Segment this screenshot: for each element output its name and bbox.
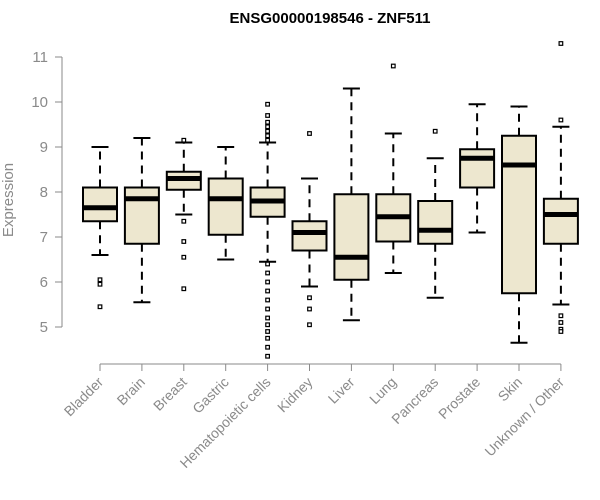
box-skin	[501, 105, 537, 344]
x-tick-label: Bladder	[61, 374, 107, 420]
box-kidney	[291, 131, 328, 328]
outlier-point	[265, 279, 270, 285]
outlier-point	[265, 261, 270, 267]
outlier-point	[390, 63, 396, 69]
outlier-point	[307, 131, 312, 136]
outlier-point	[558, 41, 564, 46]
outlier-point	[558, 313, 564, 319]
outlier-point	[97, 281, 103, 287]
x-tick-label: Kidney	[274, 374, 316, 416]
y-axis-label: Expression	[0, 163, 17, 237]
boxes-group	[82, 41, 579, 359]
outlier-point	[265, 119, 270, 125]
box-breast	[165, 137, 202, 292]
x-tick-label: Prostate	[435, 374, 483, 422]
outlier-point	[265, 113, 270, 118]
outlier-point	[265, 124, 270, 130]
outlier-point	[265, 297, 270, 303]
box-iqr	[123, 186, 160, 245]
x-tick-label: Lung	[366, 374, 399, 407]
outlier-point	[181, 239, 187, 244]
x-tick-label: Pancreas	[388, 374, 441, 427]
outlier-point	[558, 117, 564, 123]
y-tick-label: 8	[40, 184, 48, 201]
outlier-point	[265, 270, 270, 276]
outlier-point	[265, 306, 270, 312]
box-hematopoietic-cells	[249, 101, 286, 359]
y-tick-label: 11	[32, 49, 48, 66]
y-tick-label: 7	[40, 229, 48, 246]
outlier-point	[432, 128, 438, 134]
box-unknown-other	[542, 41, 579, 334]
box-brain	[123, 137, 160, 304]
outlier-point	[265, 137, 270, 143]
outlier-point	[265, 128, 270, 134]
outlier-point	[265, 288, 270, 294]
x-tick-label: Unknown / Other	[481, 374, 567, 460]
outlier-point	[181, 286, 187, 292]
box-bladder	[82, 146, 118, 310]
outlier-point	[265, 133, 270, 139]
outlier-point	[265, 353, 270, 359]
outlier-point	[558, 329, 564, 334]
outlier-point	[97, 277, 103, 283]
outlier-point	[97, 304, 103, 310]
outlier-point	[265, 101, 270, 107]
box-lung	[375, 63, 412, 274]
box-iqr	[291, 220, 328, 252]
y-tick-label: 9	[40, 139, 48, 156]
outlier-point	[181, 218, 187, 224]
outlier-point	[181, 137, 187, 143]
box-iqr	[82, 186, 118, 223]
chart-title: ENSG00000198546 - ZNF511	[230, 10, 431, 27]
box-iqr	[542, 197, 579, 245]
y-tick-label: 10	[31, 94, 48, 111]
outlier-point	[265, 335, 270, 341]
outlier-point	[265, 344, 270, 350]
box-prostate	[459, 103, 496, 234]
outlier-point	[265, 315, 270, 321]
box-iqr	[207, 177, 244, 236]
x-tick-label: Skin	[495, 374, 526, 405]
y-axis: 5 6 7 8 9 10 11	[31, 49, 63, 336]
box-iqr	[501, 134, 537, 295]
box-iqr	[459, 148, 496, 189]
y-tick-label: 6	[40, 274, 48, 291]
y-tick-label: 5	[40, 319, 48, 336]
box-gastric	[207, 146, 244, 261]
outlier-point	[265, 329, 270, 334]
outlier-point	[307, 295, 312, 301]
x-tick-label: Breast	[150, 374, 190, 414]
x-tick-label: Brain	[114, 374, 148, 408]
x-tick-label: Liver	[325, 374, 358, 407]
outlier-point	[558, 320, 564, 325]
outlier-point	[265, 322, 270, 328]
box-iqr	[333, 193, 370, 281]
box-iqr	[417, 200, 454, 245]
box-liver	[333, 87, 370, 322]
box-pancreas	[417, 128, 454, 299]
outlier-point	[181, 254, 187, 260]
outlier-point	[307, 322, 312, 328]
outlier-point	[307, 306, 312, 312]
